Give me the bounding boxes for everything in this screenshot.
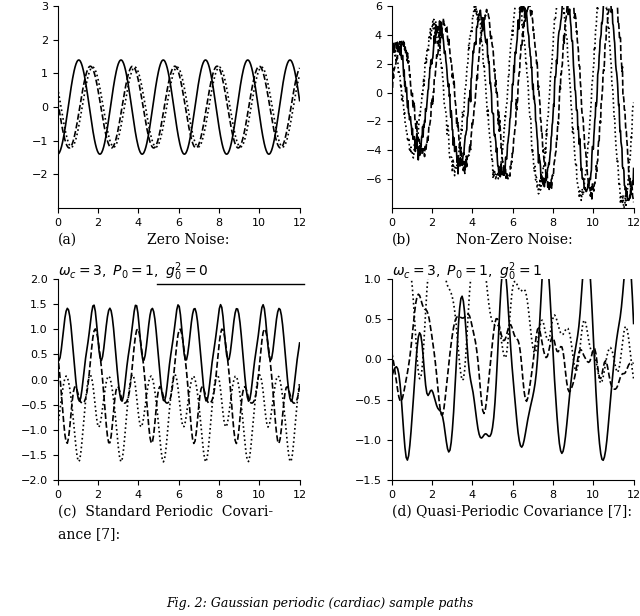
Text: Fig. 2: Gaussian periodic (cardiac) sample paths: Fig. 2: Gaussian periodic (cardiac) samp… (166, 597, 474, 610)
Text: ance [7]:: ance [7]: (58, 527, 120, 541)
Text: (d) Quasi-Periodic Covariance [7]:: (d) Quasi-Periodic Covariance [7]: (392, 505, 632, 519)
Text: $\omega_c = 3,\ P_0 = 1,\ g_0^2 = 1$: $\omega_c = 3,\ P_0 = 1,\ g_0^2 = 1$ (392, 261, 541, 283)
Text: $\omega_c = 3,\ P_0 = 1,\ g_0^2 = 0$: $\omega_c = 3,\ P_0 = 1,\ g_0^2 = 0$ (58, 261, 208, 283)
Text: (c)  Standard Periodic  Covari-: (c) Standard Periodic Covari- (58, 505, 273, 519)
Text: Zero Noise:: Zero Noise: (147, 233, 230, 246)
Text: (b): (b) (392, 233, 412, 246)
Text: Non-Zero Noise:: Non-Zero Noise: (456, 233, 572, 246)
Text: (a): (a) (58, 233, 77, 246)
